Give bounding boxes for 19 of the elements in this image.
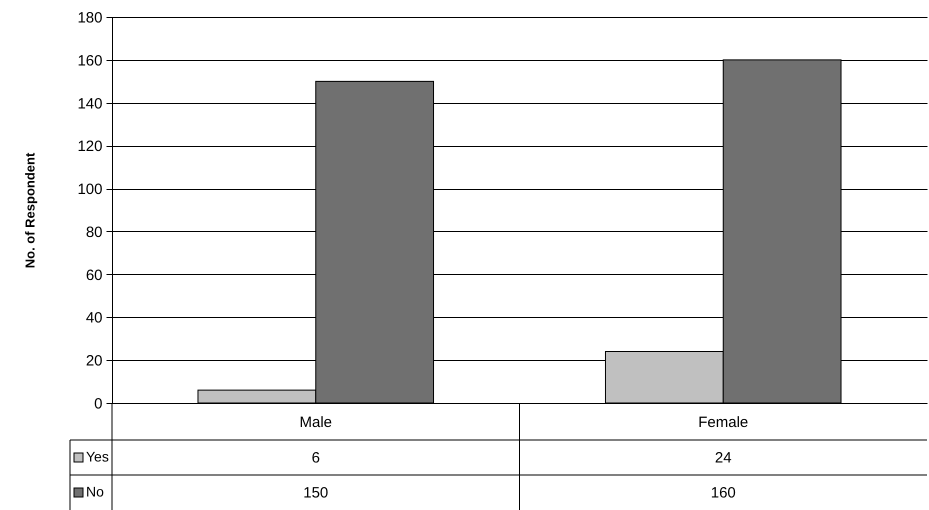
y-tick-label: 160 (77, 52, 102, 70)
data-label: 24 (714, 450, 732, 466)
x-tick-label: Male (299, 414, 332, 431)
y-tick-label: 140 (77, 95, 102, 112)
data-label: 160 (710, 484, 736, 502)
legend-label: No (86, 484, 104, 500)
data-label: 150 (303, 484, 328, 502)
y-tick-label: 20 (86, 352, 102, 370)
y-axis-title: No. of Respondent (22, 152, 38, 268)
y-tick-label: 40 (86, 310, 102, 327)
y-tick-label: 60 (86, 266, 102, 284)
x-tick-label: Female (698, 414, 748, 431)
y-tick-label: 0 (94, 396, 102, 412)
y-tick-label: 120 (77, 138, 102, 156)
data-label: 6 (312, 450, 320, 466)
y-tick-label: 180 (77, 10, 102, 26)
legend-label: Yes (86, 448, 109, 464)
y-tick-label: 100 (77, 181, 102, 198)
y-tick-label: 80 (86, 224, 102, 241)
